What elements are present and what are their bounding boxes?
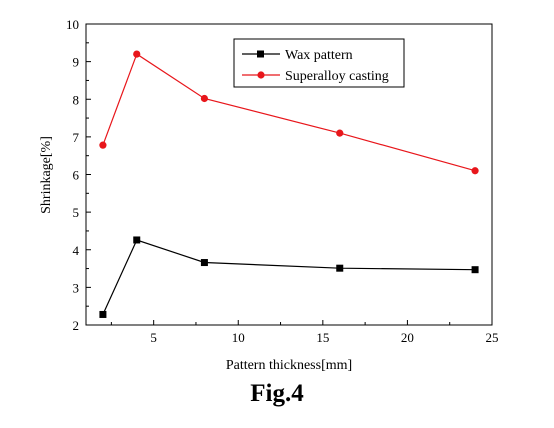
- y-tick-label: 9: [73, 55, 80, 70]
- legend-label-superalloy-casting: Superalloy casting: [285, 69, 389, 84]
- data-point-wax-pattern: [99, 310, 107, 318]
- y-axis-label: Shrinkage[%]: [39, 136, 54, 214]
- y-tick-label: 5: [73, 205, 80, 220]
- x-tick-label: 25: [486, 330, 499, 345]
- data-point-wax-pattern: [471, 266, 479, 274]
- series-layer: [99, 50, 479, 318]
- figure-caption: Fig.4: [250, 380, 304, 407]
- y-tick-label: 2: [73, 318, 80, 333]
- y-tick-label: 3: [73, 280, 80, 295]
- x-axis-ticks: 5 10 15 20 25: [110, 320, 499, 345]
- data-point-wax-pattern: [336, 264, 344, 272]
- series-line-wax-pattern: [102, 239, 476, 315]
- legend-box: [233, 38, 405, 88]
- y-tick-label: 10: [66, 17, 79, 32]
- data-point-wax-pattern: [133, 236, 141, 244]
- y-tick-label: 6: [73, 168, 80, 183]
- legend-marker-wax-pattern: [257, 50, 264, 58]
- x-tick-label: 5: [150, 330, 157, 345]
- data-point-superalloy-casting: [99, 141, 107, 149]
- data-point-superalloy-casting: [200, 94, 209, 103]
- y-tick-label: 7: [73, 130, 80, 145]
- x-axis-label: Pattern thickness[mm]: [226, 358, 352, 373]
- legend-marker-superalloy-casting: [257, 71, 265, 79]
- legend: Wax pattern Superalloy casting: [233, 38, 405, 88]
- x-tick-label: 20: [401, 330, 414, 345]
- data-point-superalloy-casting: [336, 129, 344, 137]
- y-axis-ticks: 2 3 4 5 6 7 8 9 10: [66, 17, 91, 333]
- x-tick-label: 15: [316, 330, 329, 345]
- data-point-superalloy-casting: [133, 50, 141, 58]
- data-point-wax-pattern: [200, 259, 208, 267]
- y-tick-label: 4: [73, 243, 80, 258]
- x-tick-label: 10: [232, 330, 245, 345]
- data-point-superalloy-casting: [471, 167, 479, 175]
- legend-label-wax-pattern: Wax pattern: [285, 48, 353, 63]
- y-tick-label: 8: [73, 92, 80, 107]
